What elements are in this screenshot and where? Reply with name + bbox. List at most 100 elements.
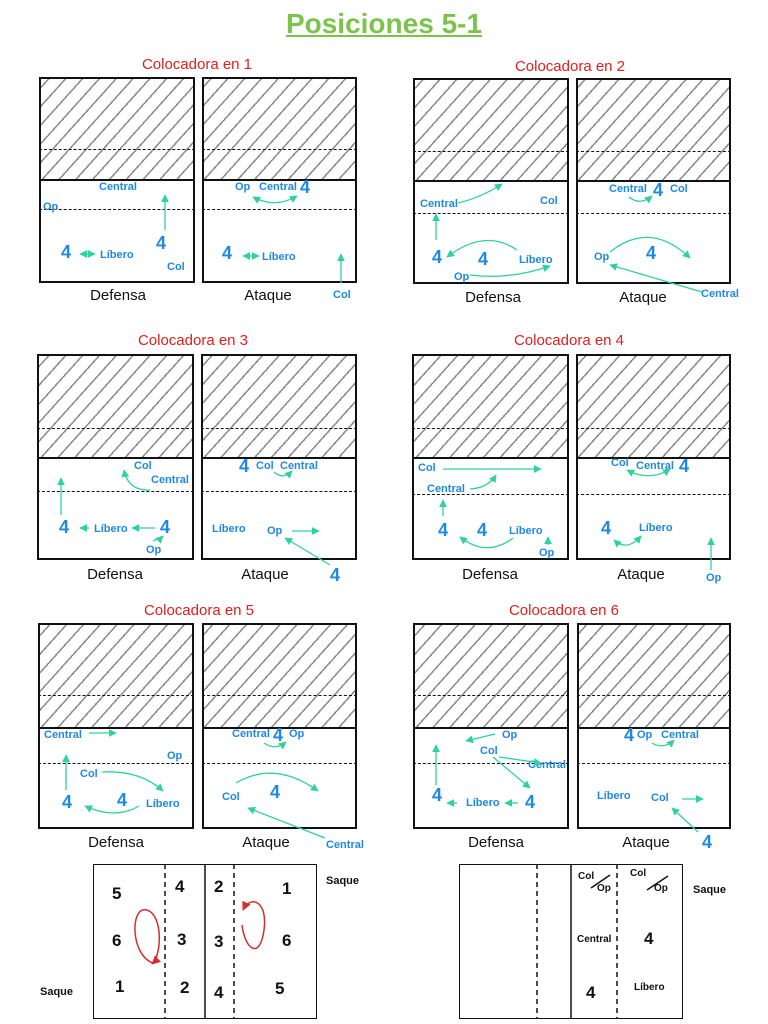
rotation-title: Colocadora en 6 — [508, 602, 620, 619]
net-zone — [415, 625, 567, 729]
rotation-title: Colocadora en 2 — [514, 58, 626, 75]
player-setter: Col — [222, 791, 240, 803]
net-zone — [41, 79, 193, 181]
player-4: 4 — [646, 243, 657, 263]
player-4: 4 — [270, 782, 281, 802]
player-setter: Col — [418, 462, 436, 474]
player-4: 4 — [624, 725, 635, 745]
player-central: Central — [577, 934, 612, 945]
player-opposite: Op — [146, 544, 162, 556]
player-4: 4 — [601, 518, 612, 538]
player-central: Central — [528, 759, 566, 771]
player-opposite: Op — [267, 525, 283, 537]
court-attack: Central 4 Op Col 4 — [202, 623, 357, 829]
court-defense: Op Col Central 4 Líbero 4 — [413, 623, 569, 829]
court-defense: Col Central 4 4 Líbero Op — [412, 354, 569, 560]
attack-line — [201, 491, 357, 492]
player-4: 4 — [61, 242, 72, 262]
caption-attack: Ataque — [244, 287, 292, 304]
rotation-title: Colocadora en 4 — [513, 332, 625, 349]
position-number: 4 — [214, 983, 224, 1002]
player-opposite: Op — [502, 729, 518, 741]
player-4: 4 — [59, 517, 70, 537]
player-4: 4 — [644, 929, 654, 948]
player-setter: Col — [480, 745, 498, 757]
player-setter: Col — [167, 261, 185, 273]
court-defense: Central Op Col 4 4 Líbero — [38, 623, 194, 829]
caption-defense: Defensa — [88, 834, 144, 851]
net-zone — [39, 356, 192, 459]
player-central: Central — [636, 460, 674, 472]
player-central: Central — [326, 839, 364, 851]
player-opposite: Op — [594, 251, 610, 263]
serve-label: Saque — [40, 986, 74, 998]
attack-line — [576, 151, 731, 152]
attack-line — [202, 763, 357, 764]
player-setter: Col — [611, 457, 629, 469]
player-4: 4 — [438, 520, 449, 540]
rotation-title: Colocadora en 3 — [137, 332, 249, 349]
serve-label: Saque — [326, 875, 360, 887]
attack-line — [39, 149, 195, 150]
caption-attack: Ataque — [617, 566, 665, 583]
attack-line — [37, 491, 194, 492]
attack-line — [577, 763, 731, 764]
player-4: 4 — [432, 785, 443, 805]
attack-line — [37, 428, 194, 429]
player-4: 4 — [653, 180, 664, 200]
player-setter: Col — [333, 289, 351, 301]
page-title: Posiciones 5-1 — [285, 8, 483, 39]
player-4: 4 — [477, 520, 488, 540]
player-4: 4 — [478, 249, 489, 269]
rotation-title: Colocadora en 5 — [143, 602, 255, 619]
rotation-title: Colocadora en 1 — [141, 56, 253, 73]
player-opposite: Op — [235, 181, 251, 193]
court-attack: 4 Op Central Líbero Col — [577, 623, 731, 829]
caption-defense: Defensa — [468, 834, 524, 851]
player-opposite: Op — [167, 750, 183, 762]
position-number: 6 — [282, 931, 292, 950]
position-number: 1 — [282, 879, 292, 898]
player-central: Central — [661, 729, 699, 741]
position-number: 5 — [112, 884, 122, 903]
player-central: Central — [701, 288, 739, 300]
caption-attack: Ataque — [242, 834, 290, 851]
player-setter: Col — [670, 183, 688, 195]
player-libero: Líbero — [262, 251, 296, 263]
attack-line — [38, 695, 194, 696]
net-zone — [415, 80, 567, 182]
player-4: 4 — [62, 792, 73, 812]
position-number: 6 — [112, 931, 122, 950]
player-4: 4 — [330, 565, 341, 585]
player-setter: Col — [134, 460, 152, 472]
player-4: 4 — [679, 456, 690, 476]
serve-label: Saque — [693, 884, 727, 896]
player-libero: Líbero — [639, 522, 673, 534]
player-4: 4 — [300, 177, 311, 197]
attack-line — [413, 695, 569, 696]
player-libero: Líbero — [100, 249, 134, 261]
net-zone — [578, 80, 729, 182]
player-opposite: Op — [43, 201, 59, 213]
player-4: 4 — [525, 792, 536, 812]
net-zone — [578, 356, 729, 459]
player-setter: Col — [578, 871, 595, 882]
attack-line — [413, 213, 569, 214]
player-central: Central — [427, 483, 465, 495]
court-defense: Col Central 4 Líbero 4 Op — [37, 354, 194, 560]
net-zone — [40, 625, 192, 729]
attack-line — [576, 494, 731, 495]
attack-line — [412, 428, 569, 429]
player-libero: Líbero — [509, 525, 543, 537]
caption-attack: Ataque — [619, 289, 667, 306]
player-opposite: Op — [454, 271, 470, 283]
position-number: 1 — [115, 977, 125, 996]
player-opposite: Op — [289, 728, 305, 740]
player-libero: Líbero — [146, 798, 180, 810]
attack-line — [202, 149, 357, 150]
net-zone — [579, 625, 729, 729]
attack-line — [413, 763, 569, 764]
position-number: 4 — [175, 877, 185, 896]
player-central: Central — [151, 474, 189, 486]
player-setter: Col — [80, 768, 98, 780]
